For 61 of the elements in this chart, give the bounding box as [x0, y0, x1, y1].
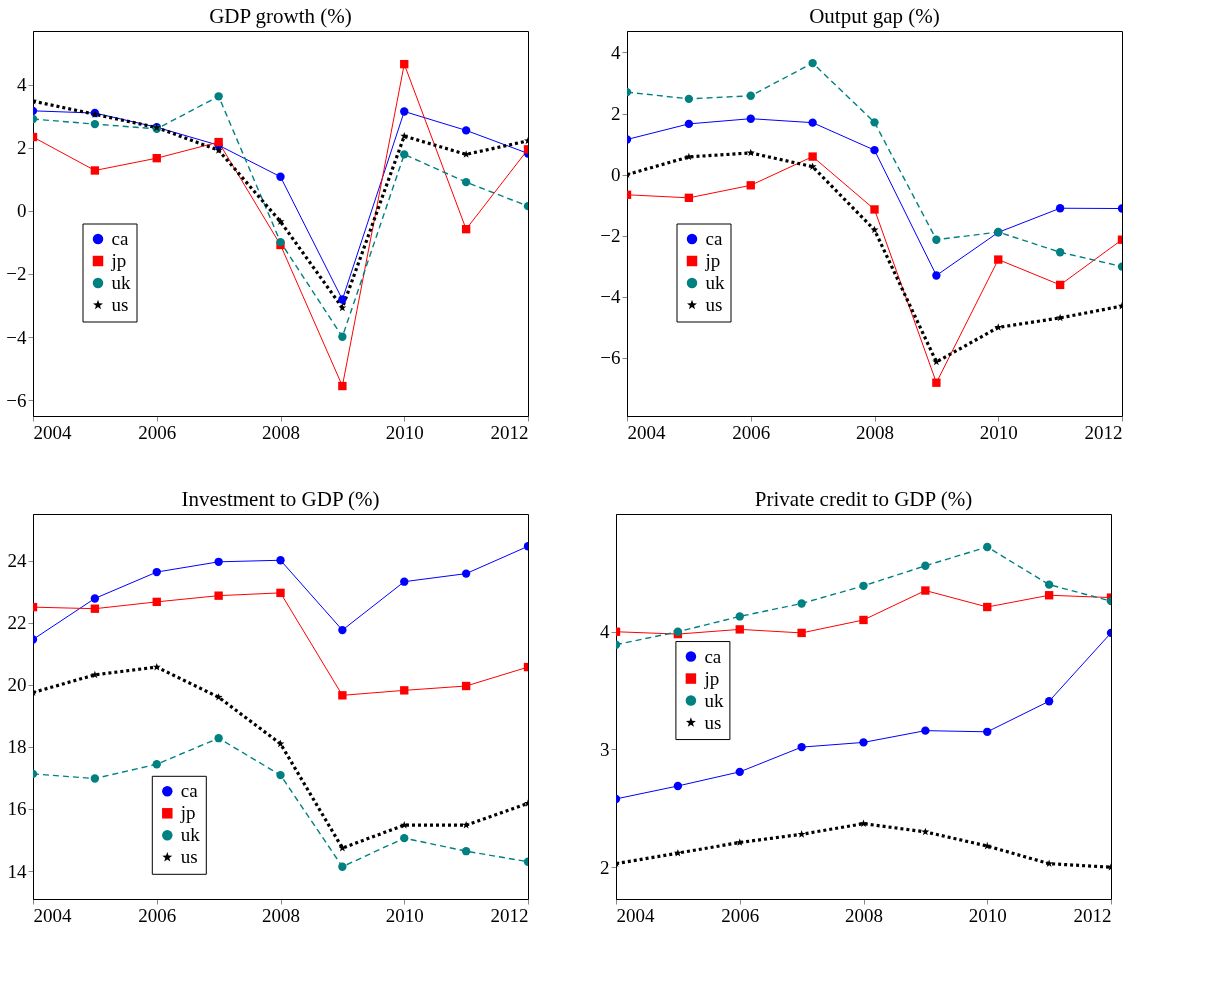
legend-label: jp: [704, 250, 721, 271]
y-tick-label: 22: [7, 612, 27, 634]
legend-label: uk: [704, 689, 724, 711]
legend-label: jp: [179, 802, 196, 824]
legend-label: ca: [705, 228, 723, 249]
x-tick-label: 2006: [138, 904, 177, 926]
y-tick-label: −2: [6, 263, 27, 285]
x-tick-label: 2006: [732, 421, 771, 443]
y-tick-label: −6: [600, 347, 621, 369]
y-tick-label: 24: [7, 550, 27, 572]
x-tick-label: 2012: [1073, 904, 1112, 926]
x-tick-label: 2006: [138, 421, 177, 443]
x-tick-label: 2004: [33, 904, 72, 926]
y-tick-label: 0: [611, 164, 621, 186]
x-tick-label: 2008: [262, 904, 300, 926]
y-tick-label: 18: [7, 736, 27, 758]
y-tick-label: 4: [17, 74, 27, 96]
legend-label: ca: [111, 228, 129, 249]
y-tick-label: 3: [600, 738, 610, 760]
x-tick-label: 2010: [968, 904, 1007, 926]
legend-label: uk: [180, 824, 201, 846]
legend-label: us: [180, 846, 198, 868]
legend-label: ca: [704, 645, 722, 667]
y-tick-label: −4: [6, 326, 27, 348]
x-tick-label: 2006: [721, 904, 760, 926]
x-tick-label: 2012: [1084, 421, 1123, 443]
x-tick-label: 2010: [979, 421, 1018, 443]
legend-label: jp: [703, 667, 720, 689]
legend-label: ca: [180, 780, 199, 802]
legend-label: us: [704, 711, 722, 733]
x-tick-label: 2010: [385, 904, 424, 926]
y-tick-label: 2: [600, 856, 610, 878]
x-tick-label: 2012: [490, 904, 529, 926]
x-tick-label: 2004: [616, 904, 655, 926]
x-tick-label: 2008: [856, 421, 894, 443]
legend-label: jp: [110, 250, 127, 271]
y-tick-label: 4: [600, 621, 610, 643]
chart-title: Private credit to GDP (%): [754, 487, 973, 511]
y-tick-label: 0: [17, 200, 27, 222]
x-tick-label: 2008: [845, 904, 883, 926]
x-tick-label: 2004: [33, 421, 72, 443]
legend-label: uk: [111, 272, 131, 293]
y-tick-label: −6: [6, 389, 27, 411]
chart-title: Investment to GDP (%): [181, 487, 380, 511]
y-tick-label: 2: [17, 137, 27, 159]
x-tick-label: 2010: [385, 421, 424, 443]
y-tick-label: 20: [7, 674, 27, 696]
y-tick-label: 16: [7, 798, 27, 820]
y-tick-label: 14: [7, 860, 27, 882]
x-tick-label: 2012: [490, 421, 529, 443]
chart-title: GDP growth (%): [209, 4, 352, 28]
chart-title: Output gap (%): [809, 4, 940, 28]
legend-label: uk: [705, 272, 725, 293]
y-tick-label: 4: [611, 41, 621, 63]
legend-label: us: [111, 294, 129, 315]
x-tick-label: 2004: [627, 421, 666, 443]
legend-label: us: [705, 294, 723, 315]
y-tick-label: 2: [611, 103, 621, 124]
y-tick-label: −2: [600, 225, 621, 247]
x-tick-label: 2008: [262, 421, 300, 443]
y-tick-label: −4: [600, 286, 621, 308]
